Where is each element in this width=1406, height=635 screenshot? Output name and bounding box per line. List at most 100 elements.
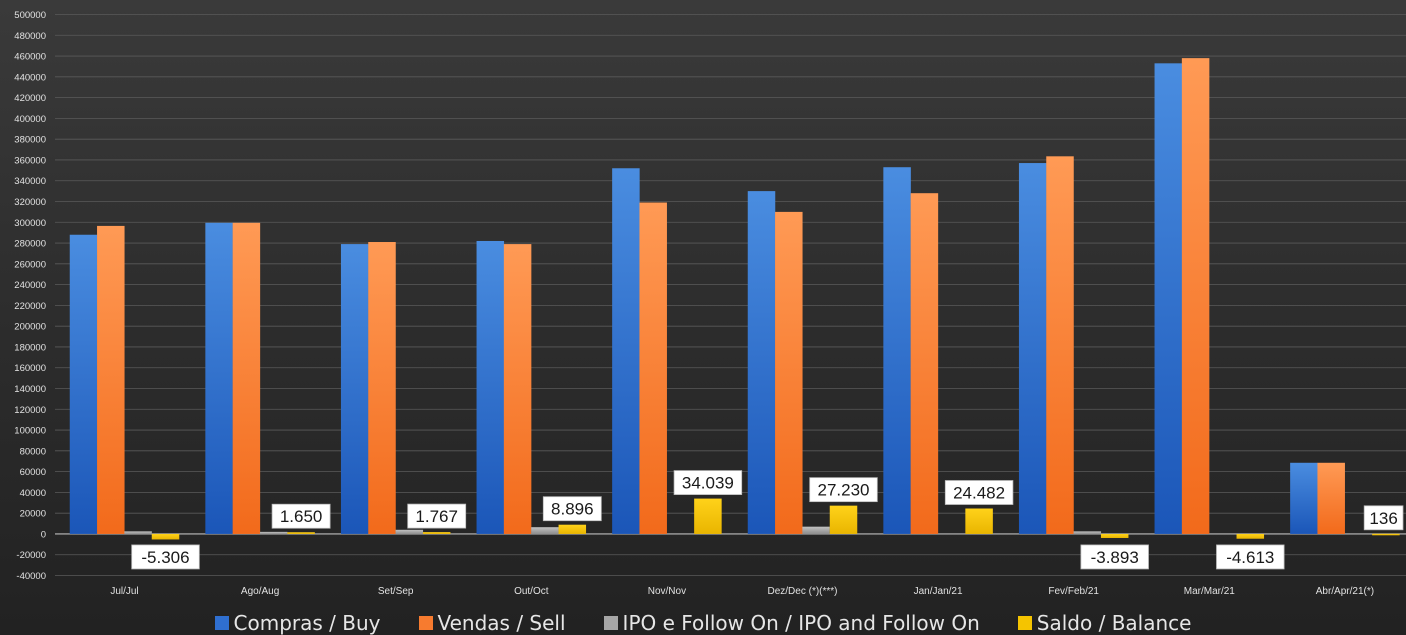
legend-swatch-sell (418, 616, 433, 630)
data-label-box (271, 503, 331, 529)
x-tick-label: Jan/Jan/21 (914, 586, 963, 597)
y-tick-label: 380000 (14, 135, 46, 146)
bar-balance (1372, 533, 1400, 536)
y-tick-label: 500000 (14, 10, 46, 21)
bar-balance (694, 498, 722, 534)
x-tick-label: Ago/Aug (241, 586, 279, 597)
bar-balance (558, 524, 587, 534)
bar-sell (503, 244, 532, 534)
legend-item-balance: Saldo / Balance (1017, 611, 1192, 635)
y-tick-label: 120000 (14, 405, 46, 416)
bar-buy (612, 168, 640, 534)
data-label-box (131, 544, 200, 570)
bar-buy (476, 240, 505, 534)
bar-sell (639, 202, 667, 534)
bar-balance (1236, 533, 1265, 539)
y-tick-label: 200000 (14, 322, 46, 333)
y-tick-label: 180000 (14, 342, 46, 353)
bar-buy (340, 244, 369, 534)
data-label-box (542, 496, 602, 522)
data-label-box (944, 480, 1014, 505)
bar-ipo (124, 531, 152, 534)
y-tick-label: 0 (41, 529, 46, 540)
y-tick-label: 360000 (14, 155, 46, 166)
data-label: 8.896 (551, 500, 594, 519)
data-label: 27.230 (818, 481, 870, 500)
bar-ipo (1073, 531, 1102, 534)
y-tick-label: -20000 (16, 550, 46, 561)
legend-item-sell: Vendas / Sell (418, 611, 566, 635)
bar-sell (1317, 462, 1345, 534)
bar-buy (883, 167, 911, 534)
x-tick-label: Out/Oct (514, 586, 549, 597)
bar-buy (747, 191, 776, 534)
legend-label-ipo: IPO e Follow On / IPO and Follow On (622, 611, 980, 635)
bar-balance (151, 533, 180, 540)
y-tick-label: 160000 (14, 363, 46, 374)
x-tick-label: Abr/Apr/21(*) (1316, 586, 1374, 597)
bar-chart: 5000004800004600004400004200004000003800… (14, 10, 1406, 597)
x-tick-label: Mar/Mar/21 (1184, 586, 1236, 597)
bar-sell (97, 225, 125, 534)
data-label: 1.767 (415, 507, 458, 526)
y-tick-label: 140000 (14, 384, 46, 395)
bar-buy (1290, 462, 1318, 534)
bar-ipo (531, 527, 559, 534)
bar-balance (287, 532, 315, 534)
y-tick-label: 80000 (20, 446, 46, 457)
x-tick-label: Jul/Jul (110, 586, 138, 597)
y-tick-label: 220000 (14, 301, 46, 312)
bar-buy (1018, 163, 1047, 534)
y-tick-label: 400000 (14, 114, 46, 125)
y-tick-label: 240000 (14, 280, 46, 291)
legend-label-balance: Saldo / Balance (1036, 611, 1192, 635)
bar-balance (965, 508, 993, 534)
legend-label-buy: Compras / Buy (233, 611, 381, 635)
data-label: 24.482 (953, 484, 1005, 503)
legend: Compras / Buy Vendas / Sell IPO e Follow… (0, 611, 1406, 635)
data-label: 136 (1369, 509, 1397, 528)
data-label: -4.613 (1226, 548, 1274, 567)
legend-item-ipo: IPO e Follow On / IPO and Follow On (603, 611, 980, 635)
y-tick-label: 320000 (14, 197, 46, 208)
legend-swatch-balance (1017, 616, 1032, 630)
y-tick-label: 260000 (14, 259, 46, 270)
x-tick-label: Fev/Feb/21 (1048, 586, 1099, 597)
y-tick-label: 480000 (14, 31, 46, 42)
x-tick-label: Nov/Nov (648, 586, 686, 597)
data-label: -5.306 (141, 548, 189, 567)
bar-sell (1181, 58, 1210, 534)
y-tick-label: 20000 (20, 509, 46, 520)
y-tick-label: 440000 (14, 72, 46, 83)
data-label: -3.893 (1091, 548, 1139, 567)
y-tick-label: 100000 (14, 426, 46, 437)
bar-buy (69, 234, 98, 534)
legend-swatch-ipo (603, 616, 618, 630)
data-label-box (809, 477, 878, 503)
data-label-box (673, 470, 743, 495)
bar-balance (829, 505, 858, 534)
bar-ipo (395, 529, 424, 534)
data-label: 34.039 (682, 474, 734, 493)
bar-balance (422, 532, 451, 534)
bar-balance (1100, 533, 1129, 538)
bar-sell (368, 242, 396, 534)
legend-item-buy: Compras / Buy (214, 611, 381, 635)
y-tick-label: 280000 (14, 239, 46, 250)
x-tick-label: Dez/Dec (*)(***) (767, 586, 837, 597)
y-tick-label: 40000 (20, 488, 46, 499)
data-label-box (1363, 505, 1404, 531)
legend-swatch-buy (214, 616, 229, 630)
y-tick-label: 420000 (14, 93, 46, 104)
bar-sell (1046, 156, 1074, 534)
bar-buy (1154, 63, 1183, 534)
legend-label-sell: Vendas / Sell (437, 611, 566, 635)
bar-buy (205, 222, 233, 534)
bar-sell (232, 222, 261, 534)
bar-ipo (259, 531, 288, 534)
data-label-box (1080, 544, 1149, 570)
data-label: 1.650 (280, 507, 323, 526)
bar-ipo (802, 526, 830, 534)
bar-sell (775, 211, 803, 534)
